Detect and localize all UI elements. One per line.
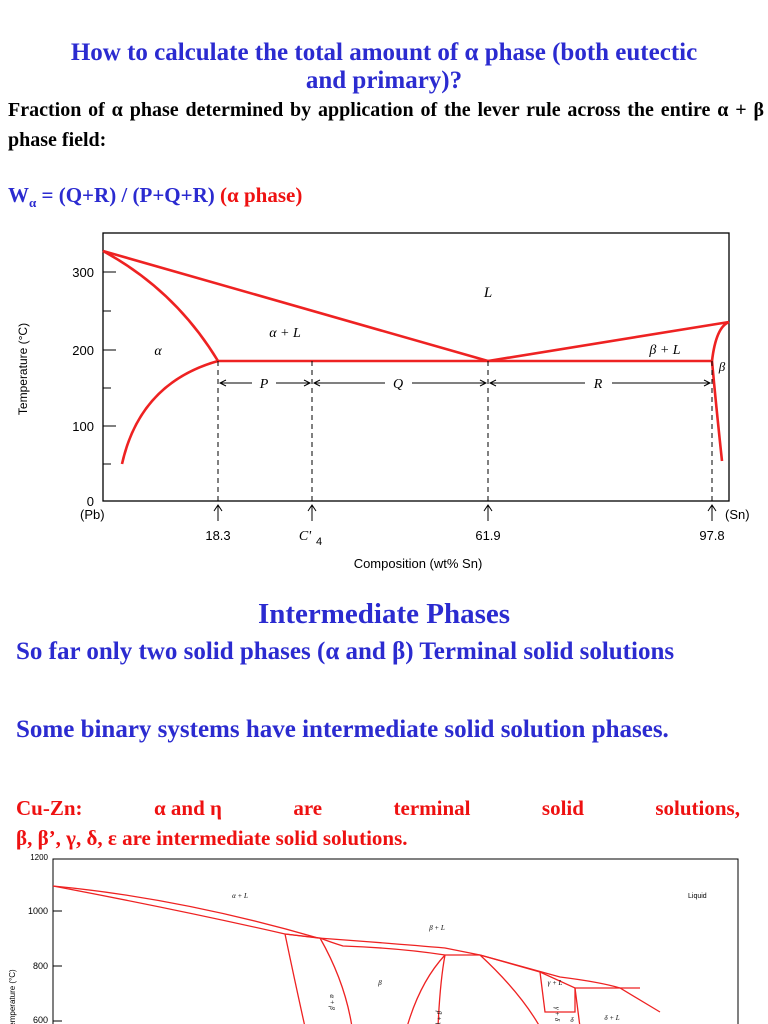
intro-text-3: phase field: bbox=[8, 129, 107, 151]
x-axis-left-end: (Pb) bbox=[80, 507, 105, 522]
segment-dimensions bbox=[218, 379, 712, 387]
beta-right bbox=[407, 954, 446, 1024]
beta-left bbox=[319, 937, 353, 1024]
region-label-2: δ + L bbox=[604, 1014, 619, 1022]
liquidus-right bbox=[487, 320, 730, 363]
y-tick-800: 800 bbox=[33, 961, 48, 971]
cu-zn-word: α and η bbox=[153, 796, 222, 820]
cu-zn-boundaries bbox=[52, 885, 661, 1024]
composition-guides bbox=[217, 361, 713, 507]
alpha-solvus bbox=[120, 359, 219, 465]
terminal-solutions-paragraph: So far only two solid phases (α and β) T… bbox=[16, 635, 751, 669]
y-tick-0: 0 bbox=[87, 494, 94, 509]
slide-title-line2: and primary)? bbox=[305, 67, 463, 94]
x-axis-right-end: (Sn) bbox=[725, 507, 750, 522]
intro-paragraph: Fraction of α phase determined by applic… bbox=[8, 95, 764, 155]
cu-zn-word: are bbox=[293, 796, 323, 820]
intro-text-1: Fraction of bbox=[8, 99, 112, 121]
cu-zn-word: solutions, bbox=[655, 796, 740, 820]
cu-zn-word: Cu-Zn: bbox=[16, 796, 83, 820]
x-tick-c-subscript: 4 bbox=[316, 536, 322, 548]
delta-right bbox=[574, 987, 581, 1024]
intermediate-phases-heading: Intermediate Phases bbox=[257, 598, 511, 630]
alpha-solvus-2 bbox=[284, 933, 306, 1024]
liquidus-2 bbox=[52, 885, 661, 1013]
para1-beta: β bbox=[392, 638, 406, 665]
gamma-left bbox=[437, 954, 446, 1024]
para1-and: and bbox=[339, 638, 393, 665]
y-tick-1200: 1200 bbox=[30, 853, 48, 862]
region-label-2: β + γ bbox=[435, 1010, 443, 1024]
y-tick-200: 200 bbox=[72, 343, 94, 358]
phase-boundaries bbox=[102, 249, 730, 465]
segment-label-q: Q bbox=[393, 377, 403, 392]
para1-text-b: ) Terminal solid solutions bbox=[405, 638, 675, 665]
intermediate-solutions-paragraph: Some binary systems have intermediate so… bbox=[16, 716, 669, 743]
intro-alpha: α bbox=[111, 99, 123, 121]
gamma-right bbox=[479, 954, 539, 1024]
slide-title-line1: How to calculate the total amount of α p… bbox=[70, 39, 698, 66]
composition-arrows bbox=[213, 504, 717, 521]
region-label-2: γ + L bbox=[548, 979, 563, 987]
intro-phase-field: α + β bbox=[717, 99, 764, 121]
y-tick-600: 600 bbox=[33, 1015, 48, 1024]
region-label-beta-liquid: β + L bbox=[648, 343, 680, 358]
delta-region bbox=[539, 971, 576, 1013]
para1-alpha: α bbox=[325, 638, 340, 665]
plot-frame bbox=[102, 232, 730, 502]
cu-zn-word: terminal bbox=[393, 796, 471, 820]
region-label-2: α + L bbox=[232, 892, 248, 900]
region-label-alpha: α bbox=[154, 344, 162, 359]
x-tick-97-8: 97.8 bbox=[699, 528, 724, 543]
lever-rule-formula: Wα = (Q+R) / (P+Q+R) (α phase) bbox=[8, 183, 302, 211]
region-label-liquid: L bbox=[483, 285, 492, 301]
region-label-2: δ bbox=[570, 1016, 574, 1024]
cu-zn-row1: Cu-Zn: α and η are terminal solid soluti… bbox=[16, 793, 740, 823]
x-tick-61-9: 61.9 bbox=[475, 528, 500, 543]
alpha-solidus bbox=[102, 249, 220, 362]
solidus-alpha bbox=[52, 885, 319, 939]
y-ticks bbox=[103, 271, 116, 465]
region-label-2: β bbox=[377, 979, 382, 987]
cu-zn-description: Cu-Zn: α and η are terminal solid soluti… bbox=[16, 793, 740, 853]
beta-solvus bbox=[710, 360, 724, 462]
formula-note: (α phase) bbox=[220, 183, 303, 207]
region-liquid-2: Liquid bbox=[688, 893, 707, 900]
x-axis-label: Composition (wt% Sn) bbox=[354, 556, 483, 571]
formula-subscript: α bbox=[29, 195, 37, 211]
liquidus-left bbox=[102, 249, 489, 363]
y-tick-100: 100 bbox=[72, 419, 94, 434]
slide-title: How to calculate the total amount of α p… bbox=[0, 38, 768, 96]
segment-label-p: P bbox=[259, 377, 269, 392]
x-tick-c: C' bbox=[299, 529, 312, 544]
cu-zn-word: solid bbox=[541, 796, 584, 820]
segment-label-r: R bbox=[593, 377, 603, 392]
cu-zn-phase-diagram: 1200 1000 800 600 Temperature (°C) Liqui… bbox=[8, 853, 739, 1024]
region-label-beta: β bbox=[718, 359, 726, 374]
peritectic-lines bbox=[284, 933, 640, 989]
y-tick-300: 300 bbox=[72, 265, 94, 280]
cu-zn-row2: β, β’, γ, δ, ε are intermediate solid so… bbox=[16, 826, 408, 850]
y-axis-label: Temperature (°C) bbox=[16, 323, 30, 415]
x-tick-18-3: 18.3 bbox=[205, 528, 230, 543]
formula-w: W bbox=[8, 183, 29, 207]
plot-frame-2 bbox=[52, 858, 739, 1024]
para1-text-a: So far only two solid phases ( bbox=[16, 638, 326, 665]
formula-expression: = (Q+R) / (P+Q+R) bbox=[36, 183, 221, 207]
y-ticks-2 bbox=[53, 910, 62, 1022]
intro-text-2: phase determined by application of the l… bbox=[122, 99, 718, 121]
beta-solidus bbox=[710, 320, 730, 362]
pb-sn-phase-diagram: 300 200 100 0 Temperature (°C) P Q R L α… bbox=[16, 232, 750, 571]
y-axis-label-2: Temperature (°C) bbox=[8, 969, 17, 1024]
region-label-2: γ + δ bbox=[553, 1007, 561, 1022]
y-tick-1000: 1000 bbox=[28, 906, 48, 916]
region-label-2: α + β bbox=[328, 994, 336, 1010]
region-label-alpha-liquid: α + L bbox=[269, 326, 301, 341]
region-label-2: β + L bbox=[428, 924, 445, 932]
